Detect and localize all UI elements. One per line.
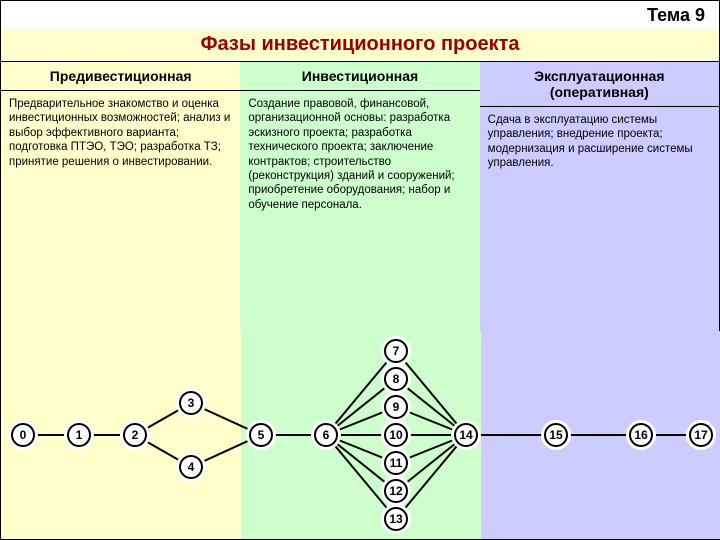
node-14: 14 <box>454 423 478 447</box>
network-edges <box>1 331 720 539</box>
column-pre: ПредивестиционнаяПредварительное знакомс… <box>1 61 240 331</box>
column-header-inv: Инвестиционная <box>240 61 479 91</box>
column-inv: ИнвестиционнаяСоздание правовой, финансо… <box>240 61 479 331</box>
node-5: 5 <box>249 423 273 447</box>
node-8: 8 <box>384 367 408 391</box>
node-6: 6 <box>314 423 338 447</box>
column-body-pre: Предварительное знакомство и оценка инве… <box>1 91 240 331</box>
node-10: 10 <box>384 423 408 447</box>
column-header-op: Эксплуатационная (оперативная) <box>480 61 719 107</box>
column-header-pre: Предивестиционная <box>1 61 240 91</box>
slide: { "topic_label": "Тема 9", "title": "Фаз… <box>0 0 720 540</box>
node-0: 0 <box>11 423 35 447</box>
topic-label: Тема 9 <box>647 5 705 26</box>
columns-row: ПредивестиционнаяПредварительное знакомс… <box>1 61 719 331</box>
node-12: 12 <box>384 479 408 503</box>
node-9: 9 <box>384 395 408 419</box>
slide-title: Фазы инвестиционного проекта <box>1 29 719 60</box>
node-4: 4 <box>179 455 203 479</box>
node-3: 3 <box>179 391 203 415</box>
node-7: 7 <box>384 339 408 363</box>
column-op: Эксплуатационная (оперативная)Сдача в эк… <box>480 61 719 331</box>
node-11: 11 <box>384 451 408 475</box>
edge <box>326 435 396 519</box>
node-13: 13 <box>384 507 408 531</box>
network-diagram: 01234567891011121314151617 <box>1 331 720 539</box>
node-16: 16 <box>629 423 653 447</box>
edge <box>326 351 396 435</box>
node-17: 17 <box>689 423 713 447</box>
column-body-op: Сдача в эксплуатацию системы управления;… <box>480 107 719 331</box>
edge <box>396 435 466 519</box>
edge <box>396 351 466 435</box>
node-15: 15 <box>544 423 568 447</box>
node-2: 2 <box>123 423 147 447</box>
node-1: 1 <box>67 423 91 447</box>
column-body-inv: Создание правовой, финансовой, организац… <box>240 91 479 331</box>
